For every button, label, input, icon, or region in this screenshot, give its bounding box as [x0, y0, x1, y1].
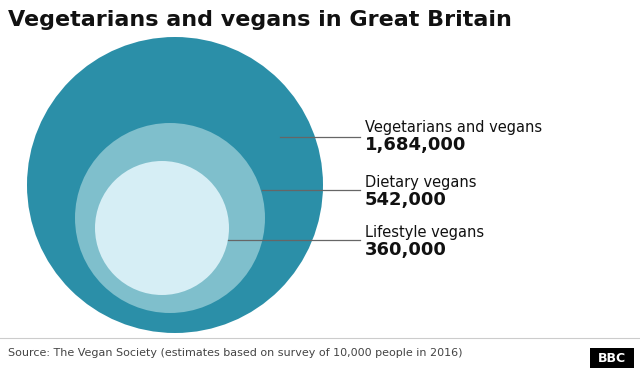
Text: 542,000: 542,000	[365, 191, 447, 209]
Text: Vegetarians and vegans: Vegetarians and vegans	[365, 120, 542, 135]
Text: BBC: BBC	[598, 351, 626, 364]
Text: Source: The Vegan Society (estimates based on survey of 10,000 people in 2016): Source: The Vegan Society (estimates bas…	[8, 348, 463, 358]
Circle shape	[95, 161, 229, 295]
FancyBboxPatch shape	[590, 348, 634, 368]
Circle shape	[27, 37, 323, 333]
Text: 1,684,000: 1,684,000	[365, 136, 467, 154]
Text: Dietary vegans: Dietary vegans	[365, 175, 477, 190]
Circle shape	[75, 123, 265, 313]
Text: Vegetarians and vegans in Great Britain: Vegetarians and vegans in Great Britain	[8, 10, 512, 30]
Text: 360,000: 360,000	[365, 241, 447, 259]
Text: Lifestyle vegans: Lifestyle vegans	[365, 225, 484, 240]
